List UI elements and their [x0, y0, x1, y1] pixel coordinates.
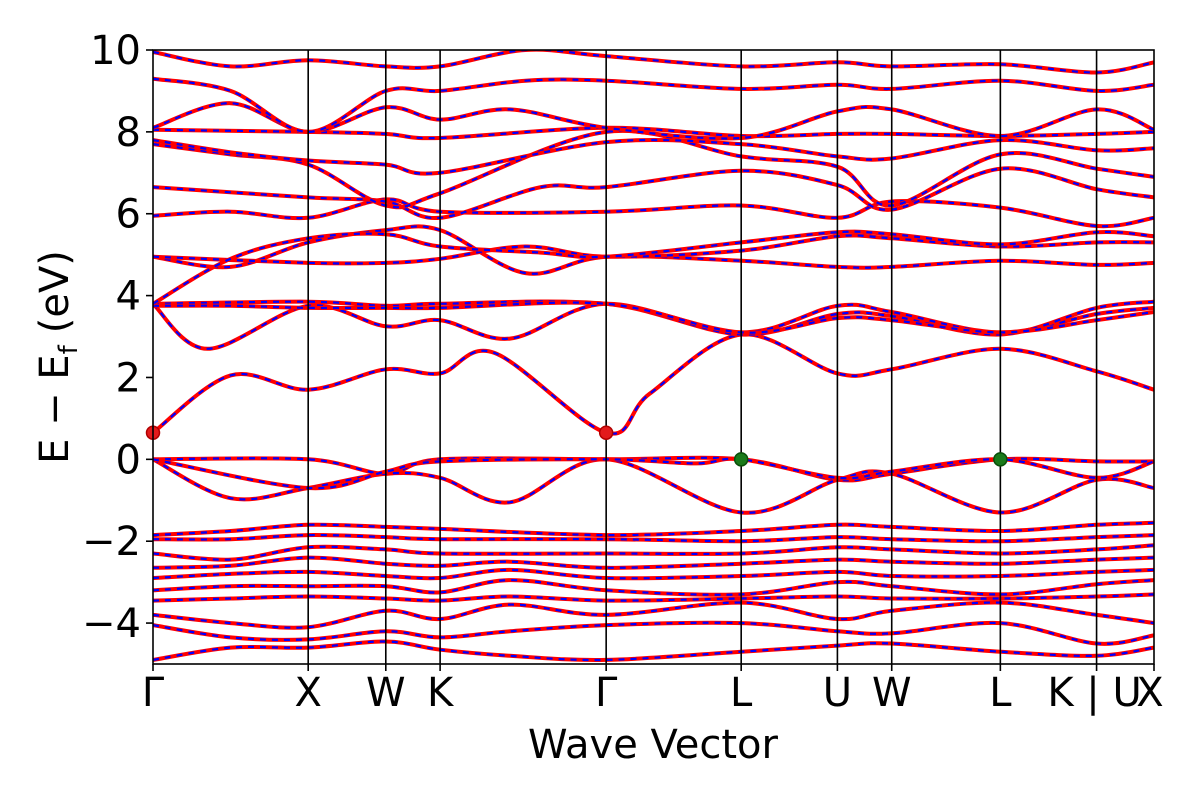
band-down-22	[153, 568, 1154, 580]
y-tick-label-4: 4	[116, 274, 141, 320]
band-up-10	[153, 197, 1154, 229]
y-axis-label-unit: (eV)	[32, 250, 78, 333]
x-tick-label-2: W	[366, 670, 406, 716]
high-symmetry-lines	[307, 50, 1098, 664]
x-tick-label-9: K | U	[1047, 670, 1141, 716]
band-down-24	[153, 593, 1154, 602]
band-up-6	[153, 300, 1154, 335]
x-tick-label-3: K	[427, 670, 455, 716]
x-tick-label-8: L	[989, 670, 1012, 716]
y-axis-ticks: −4 −2 0 2 4 6 8 10	[82, 28, 153, 647]
y-tick-label-1: −2	[82, 519, 141, 565]
x-tick-label-1: X	[294, 670, 321, 716]
band-down-16	[153, 77, 1154, 134]
y-tick-label-3: 2	[116, 355, 141, 401]
band-down-10	[153, 198, 1154, 228]
y-axis-label-main: E − E	[32, 354, 78, 464]
y-axis-label-sub: f	[54, 344, 84, 354]
y-tick-label-0: −4	[82, 601, 141, 647]
x-axis-label: Wave Vector	[528, 722, 779, 768]
x-tick-label-0: Γ	[142, 670, 165, 716]
y-tick-label-6: 8	[116, 110, 141, 156]
band-up-27	[153, 639, 1154, 663]
vbm-marker-2	[733, 452, 749, 467]
y-tick-label-5: 6	[116, 192, 141, 238]
y-tick-label-7: 10	[90, 28, 141, 74]
band-down-18	[153, 521, 1154, 537]
band-up-7	[153, 224, 1154, 276]
band-up-16	[153, 76, 1154, 134]
x-tick-label-7: W	[872, 670, 912, 716]
band-lines	[153, 50, 1154, 663]
vbm-marker-3	[993, 452, 1008, 467]
x-tick-label-4: Γ	[595, 670, 618, 716]
band-down-0	[153, 333, 1154, 435]
band-down-23	[153, 578, 1154, 596]
x-tick-label-10: X	[1136, 670, 1163, 716]
cbm-marker-1	[598, 425, 614, 440]
band-up-0	[153, 332, 1154, 436]
y-axis-label: E − Ef (eV)	[32, 250, 84, 464]
band-up-23	[153, 578, 1154, 597]
band-up-22	[153, 567, 1154, 581]
extrema-markers	[145, 425, 1008, 467]
band-down-21	[153, 556, 1154, 569]
band-down-19	[153, 533, 1154, 543]
y-tick-label-2: 0	[116, 437, 141, 483]
band-down-7	[153, 225, 1154, 275]
x-tick-label-6: U	[823, 670, 852, 716]
plot-frame	[152, 49, 1155, 665]
x-tick-label-5: L	[730, 670, 753, 716]
